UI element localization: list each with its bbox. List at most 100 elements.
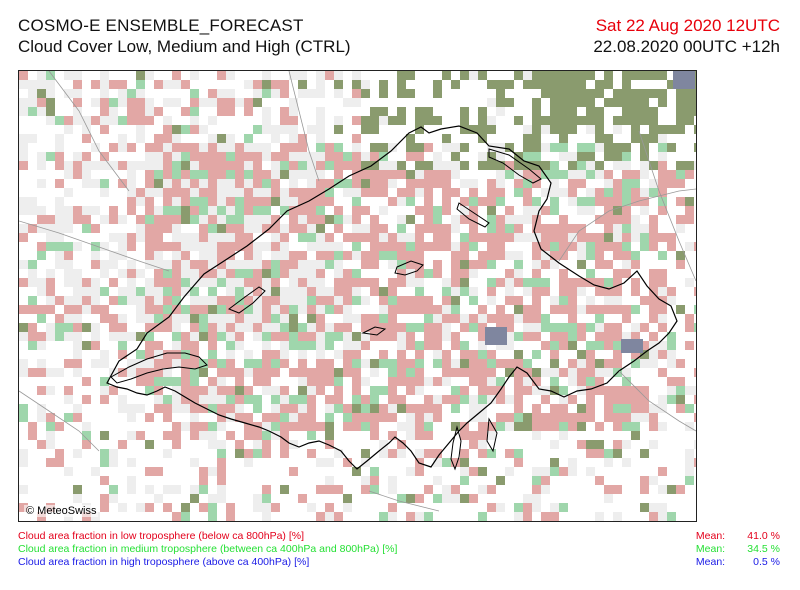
cloud-cell	[127, 197, 136, 206]
cloud-cell	[271, 323, 280, 332]
cloud-cell	[478, 125, 487, 134]
cloud-cell	[424, 296, 433, 305]
cloud-cell	[631, 359, 640, 368]
cloud-cell	[334, 89, 343, 98]
cloud-cell	[541, 467, 550, 476]
cloud-cell	[190, 161, 199, 170]
cloud-cell	[541, 260, 550, 269]
cloud-cell	[388, 116, 397, 125]
cloud-cell	[577, 152, 586, 161]
cloud-cell	[649, 233, 658, 242]
cloud-cell	[253, 251, 262, 260]
cloud-cell	[289, 260, 298, 269]
cloud-cell	[19, 80, 28, 89]
cloud-cell	[622, 242, 631, 251]
cloud-cell	[577, 89, 586, 98]
cloud-cell	[28, 134, 37, 143]
cloud-cell	[298, 89, 307, 98]
cloud-cell	[208, 224, 217, 233]
cloud-cell	[136, 503, 145, 512]
cloud-cell	[271, 296, 280, 305]
cloud-cell	[613, 341, 622, 350]
cloud-cell	[190, 314, 199, 323]
cloud-cell	[379, 296, 388, 305]
cloud-cell	[100, 161, 109, 170]
cloud-cell	[118, 116, 127, 125]
cloud-cell	[226, 314, 235, 323]
cloud-cell	[658, 287, 667, 296]
cloud-cell	[136, 296, 145, 305]
cloud-cell	[91, 206, 100, 215]
cloud-cell	[496, 179, 505, 188]
cloud-cell	[568, 89, 577, 98]
cloud-cell	[550, 386, 559, 395]
cloud-cell	[352, 278, 361, 287]
cloud-cell	[613, 323, 622, 332]
cloud-cell	[541, 422, 550, 431]
cloud-cell	[82, 296, 91, 305]
cloud-cell	[226, 89, 235, 98]
cloud-cell	[307, 323, 316, 332]
cloud-cell	[496, 359, 505, 368]
cloud-cell	[64, 251, 73, 260]
cloud-cell	[613, 287, 622, 296]
cloud-cell	[91, 80, 100, 89]
cloud-cell	[586, 350, 595, 359]
cloud-cell	[91, 305, 100, 314]
cloud-cell	[478, 377, 487, 386]
cloud-cell	[667, 512, 676, 521]
cloud-cell	[442, 197, 451, 206]
cloud-cell	[181, 179, 190, 188]
cloud-cell	[226, 152, 235, 161]
cloud-cell	[352, 359, 361, 368]
cloud-cell	[460, 431, 469, 440]
cloud-cell	[244, 80, 253, 89]
cloud-cell	[523, 494, 532, 503]
cloud-cell	[316, 215, 325, 224]
cloud-cell	[55, 179, 64, 188]
cloud-cell	[199, 251, 208, 260]
cloud-cell	[316, 161, 325, 170]
cloud-cell	[433, 323, 442, 332]
cloud-cell	[262, 413, 271, 422]
cloud-cell	[433, 80, 442, 89]
cloud-cell	[244, 314, 253, 323]
cloud-cell	[352, 404, 361, 413]
cloud-cell	[217, 359, 226, 368]
cloud-cell	[181, 80, 190, 89]
legend-row-medium: Cloud area fraction in medium tropospher…	[18, 543, 780, 556]
cloud-cell	[433, 476, 442, 485]
cloud-cell	[658, 143, 667, 152]
cloud-cell	[334, 368, 343, 377]
cloud-cell	[487, 386, 496, 395]
cloud-cell	[406, 305, 415, 314]
cloud-cell	[397, 170, 406, 179]
cloud-cell	[100, 125, 109, 134]
cloud-cell	[595, 260, 604, 269]
cloud-cell	[685, 467, 694, 476]
cloud-cell	[406, 242, 415, 251]
cloud-cell	[136, 197, 145, 206]
cloud-cell	[397, 80, 406, 89]
cloud-cell	[73, 206, 82, 215]
cloud-cell	[532, 197, 541, 206]
cloud-cell	[253, 152, 262, 161]
cloud-cell	[469, 296, 478, 305]
cloud-cell	[622, 305, 631, 314]
cloud-cell	[343, 359, 352, 368]
cloud-cell	[658, 350, 667, 359]
cloud-cell	[514, 71, 523, 80]
cloud-cell	[514, 233, 523, 242]
cloud-cell	[91, 116, 100, 125]
cloud-cell	[397, 161, 406, 170]
cloud-cell	[199, 431, 208, 440]
legend-mean-medium: Mean: 34.5 %	[696, 543, 780, 556]
cloud-cell	[514, 332, 523, 341]
cloud-cell	[595, 161, 604, 170]
cloud-cell	[163, 395, 172, 404]
cloud-cell	[289, 422, 298, 431]
cloud-cell	[460, 125, 469, 134]
cloud-cell	[478, 116, 487, 125]
cloud-cell	[676, 224, 685, 233]
cloud-cell	[577, 359, 586, 368]
